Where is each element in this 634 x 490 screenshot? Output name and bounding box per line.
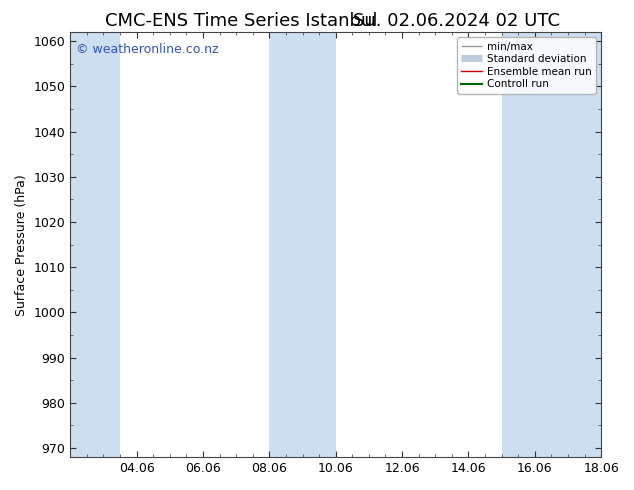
Bar <box>501 32 601 457</box>
Text: Su. 02.06.2024 02 UTC: Su. 02.06.2024 02 UTC <box>353 12 560 30</box>
Legend: min/max, Standard deviation, Ensemble mean run, Controll run: min/max, Standard deviation, Ensemble me… <box>456 37 596 94</box>
Bar <box>70 32 120 457</box>
Y-axis label: Surface Pressure (hPa): Surface Pressure (hPa) <box>15 174 28 316</box>
Text: CMC-ENS Time Series Istanbul: CMC-ENS Time Series Istanbul <box>105 12 377 30</box>
Bar <box>269 32 336 457</box>
Text: © weatheronline.co.nz: © weatheronline.co.nz <box>75 43 218 56</box>
